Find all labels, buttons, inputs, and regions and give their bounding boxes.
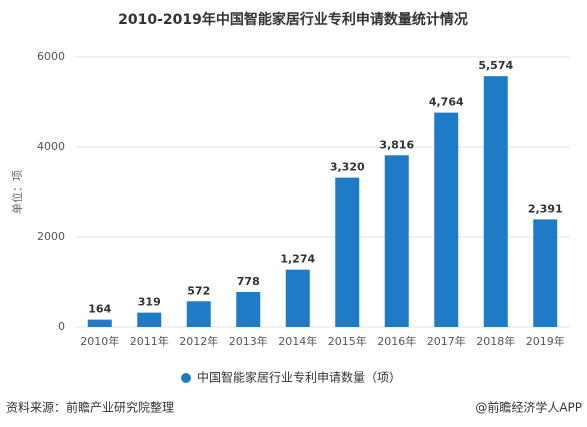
y-tick-label: 2000 [37, 230, 65, 243]
y-tick-label: 0 [58, 320, 65, 333]
bar [483, 76, 508, 327]
value-label: 1,274 [280, 253, 315, 266]
bar [384, 155, 409, 327]
x-tick-label: 2017年 [427, 334, 466, 348]
bar [186, 301, 211, 327]
bar [533, 219, 558, 327]
y-axis-label: 单位：项 [10, 170, 24, 214]
value-label: 778 [237, 275, 260, 288]
value-label: 4,764 [429, 96, 464, 109]
x-tick-label: 2019年 [526, 334, 565, 348]
value-label: 3,816 [379, 138, 414, 151]
bar [335, 177, 360, 327]
value-label: 2,391 [528, 202, 563, 215]
x-tick-label: 2010年 [80, 334, 119, 348]
value-label: 572 [187, 284, 210, 297]
value-label: 319 [138, 296, 161, 309]
legend-marker [181, 373, 191, 383]
x-tick-label: 2018年 [476, 334, 515, 348]
source: 资料来源：前瞻产业研究院整理 [6, 400, 174, 415]
x-tick-label: 2014年 [278, 334, 317, 348]
legend-label: 中国智能家居行业专利申请数量（项） [197, 370, 401, 385]
value-label: 3,320 [330, 161, 365, 174]
value-label: 5,574 [478, 59, 513, 72]
chart-title: 2010-2019年中国智能家居行业专利申请数量统计情况 [118, 11, 468, 28]
y-tick-label: 4000 [37, 140, 65, 153]
x-tick-label: 2013年 [229, 334, 268, 348]
bar [137, 312, 162, 327]
y-tick-label: 6000 [37, 50, 65, 63]
value-label: 164 [88, 303, 111, 316]
bar [434, 112, 459, 328]
x-tick-label: 2012年 [179, 334, 218, 348]
bar [285, 269, 310, 327]
bar [236, 291, 261, 327]
x-tick-label: 2015年 [328, 334, 367, 348]
credit: @前瞻经济学人APP [475, 400, 582, 415]
x-tick-label: 2011年 [130, 334, 169, 348]
bar [87, 319, 112, 327]
x-tick-label: 2016年 [377, 334, 416, 348]
